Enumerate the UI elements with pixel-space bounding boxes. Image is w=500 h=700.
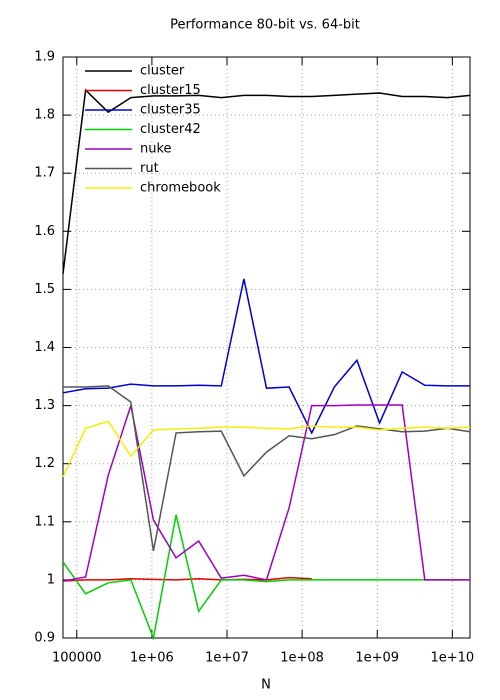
- x-axis-label: N: [261, 678, 271, 693]
- y-tick-label: 1.2: [34, 456, 55, 471]
- legend-label: cluster42: [140, 122, 201, 137]
- series-line: [62, 514, 470, 641]
- series-line: [62, 88, 471, 274]
- x-tick-label: 1e+06: [130, 651, 174, 666]
- y-tick-label: 1.9: [34, 50, 55, 65]
- series-line: [62, 278, 470, 435]
- y-tick-label: 1.8: [34, 108, 55, 123]
- x-tick-label: 1e+08: [280, 651, 324, 666]
- legend-label: cluster15: [140, 83, 201, 98]
- series-line: [62, 420, 471, 478]
- legend-label: chromebook: [140, 181, 221, 196]
- x-tick-label: 1e+10: [430, 651, 474, 666]
- y-tick-label: 1: [47, 572, 55, 587]
- series-line: [62, 576, 312, 582]
- y-tick-label: 1.4: [34, 340, 55, 355]
- x-tick-label: 100000: [52, 651, 102, 666]
- x-tick-label: 1e+07: [205, 651, 249, 666]
- legend-label: nuke: [140, 142, 172, 157]
- y-tick-label: 1.6: [34, 224, 55, 239]
- y-tick-label: 0.9: [34, 631, 55, 646]
- legend-label: cluster: [140, 64, 185, 79]
- plot-border: [62, 56, 471, 639]
- legend-label: cluster35: [140, 103, 201, 118]
- series-line: [63, 385, 471, 551]
- y-tick-label: 1.7: [34, 166, 55, 181]
- x-tick-label: 1e+09: [355, 651, 399, 666]
- y-tick-label: 1.3: [34, 398, 55, 413]
- legend-label: rut: [140, 161, 159, 176]
- y-tick-label: 1.5: [34, 282, 55, 297]
- chart-title: Performance 80-bit vs. 64-bit: [170, 18, 360, 33]
- y-tick-label: 1.1: [34, 514, 55, 529]
